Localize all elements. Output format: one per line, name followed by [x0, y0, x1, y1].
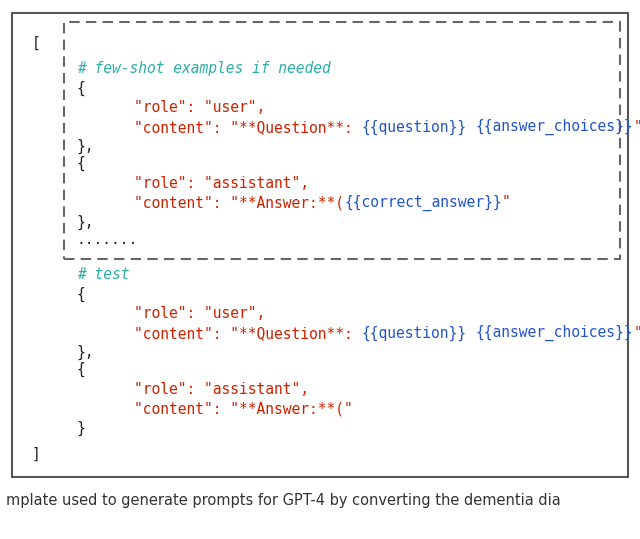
Text: },: }, — [77, 215, 94, 230]
Text: ": " — [502, 195, 511, 210]
Text: "role": "assistant",: "role": "assistant", — [134, 176, 309, 191]
Text: [: [ — [32, 36, 41, 51]
Text: {{answer_choices}}: {{answer_choices}} — [476, 119, 633, 135]
Text: "role": "user",: "role": "user", — [134, 100, 266, 115]
Text: "content": "**Question**:: "content": "**Question**: — [134, 120, 362, 135]
Text: {: { — [77, 362, 86, 377]
Text: ": " — [633, 326, 640, 341]
Text: {{question}}: {{question}} — [362, 120, 467, 135]
Text: ]: ] — [32, 446, 41, 461]
Text: {{answer_choices}}: {{answer_choices}} — [476, 325, 633, 341]
Text: },: }, — [77, 345, 94, 360]
Text: {{question}}: {{question}} — [362, 326, 467, 341]
Text: "role": "assistant",: "role": "assistant", — [134, 382, 309, 397]
Text: # test: # test — [77, 267, 129, 282]
Text: .......: ....... — [77, 232, 138, 247]
Bar — [64, 22, 620, 259]
Text: {: { — [77, 81, 86, 96]
Text: "content": "**Question**:: "content": "**Question**: — [134, 326, 362, 341]
Text: }: } — [77, 420, 86, 436]
Text: "content": "**Answer:**(": "content": "**Answer:**(" — [134, 401, 353, 416]
Text: # few-shot examples if needed: # few-shot examples if needed — [77, 61, 330, 77]
Text: ": " — [633, 120, 640, 135]
Text: {: { — [77, 287, 86, 302]
Text: {{correct_answer}}: {{correct_answer}} — [344, 195, 502, 211]
Text: "content": "**Answer:**(: "content": "**Answer:**( — [134, 195, 344, 210]
Text: "role": "user",: "role": "user", — [134, 306, 266, 321]
Text: mplate used to generate prompts for GPT-4 by converting the dementia dia: mplate used to generate prompts for GPT-… — [6, 493, 561, 508]
Text: },: }, — [77, 139, 94, 154]
Bar — [12, 13, 628, 477]
Text: {: { — [77, 156, 86, 171]
